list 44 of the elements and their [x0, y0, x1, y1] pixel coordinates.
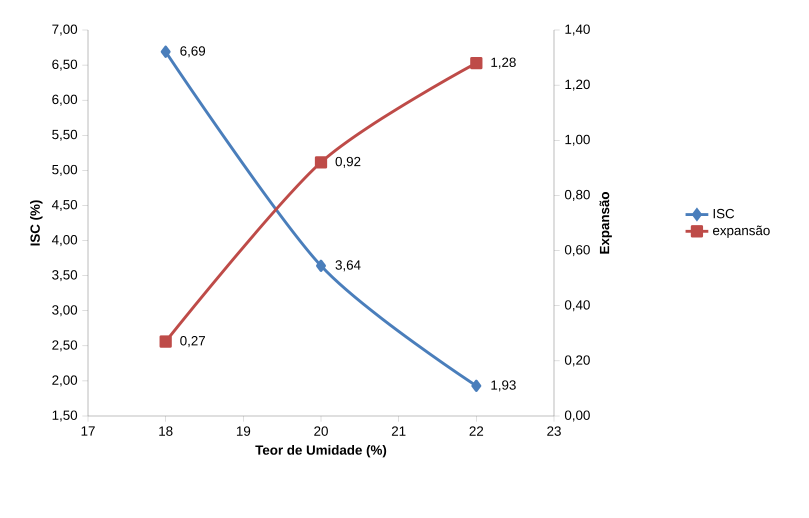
- y2-tick-label: 0,20: [564, 355, 590, 366]
- x-tick-label: 20: [314, 426, 328, 436]
- y2-axis-title: Expansão: [600, 192, 612, 254]
- legend-label: ISC: [714, 208, 734, 218]
- point: [316, 260, 326, 272]
- y2-tick-label: 1,20: [565, 80, 590, 91]
- x-tick-label: 18: [159, 426, 173, 436]
- y-tick-label: 4,00: [52, 235, 78, 246]
- data-label: 1,28: [491, 58, 516, 69]
- x-tick-label: 23: [547, 426, 561, 436]
- point: [314, 156, 328, 168]
- y-tick-label: 6,00: [52, 94, 78, 106]
- data-label: 0,27: [180, 336, 206, 348]
- data-label: 3,64: [336, 260, 361, 272]
- point: [160, 46, 171, 58]
- legend-label: expansão: [713, 226, 770, 238]
- y-axis-title: ISC (%): [30, 200, 42, 246]
- x-tick-label: 21: [392, 426, 406, 436]
- y-tick-label: 7,00: [52, 24, 78, 36]
- y-tick-label: 2,00: [52, 375, 78, 386]
- x-tick-label: 22: [470, 426, 484, 436]
- y-tick-label: 2,50: [52, 340, 78, 352]
- x-tick-label: 17: [82, 426, 95, 436]
- data-label: 0,92: [336, 156, 360, 168]
- y-tick-label: 3,50: [52, 270, 78, 282]
- point: [470, 56, 482, 70]
- y-tick-label: 5,50: [52, 130, 78, 141]
- y-tick-label: 6,50: [52, 60, 78, 71]
- y2-tick-label: 1,00: [565, 134, 590, 146]
- point: [160, 335, 172, 348]
- x-axis-title: Teor de Umidade (%): [255, 444, 386, 458]
- data-label: 6,69: [180, 46, 206, 58]
- y2-tick-label: 0,00: [564, 410, 590, 422]
- x-tick-label: 19: [236, 426, 250, 436]
- y-tick-label: 1,50: [52, 410, 78, 422]
- data-label: 1,93: [491, 380, 516, 392]
- y-tick-label: 5,00: [52, 164, 78, 176]
- y-tick-label: 3,00: [52, 305, 78, 316]
- y-tick-label: 4,50: [52, 200, 78, 211]
- point: [471, 380, 482, 392]
- y2-tick-label: 1,40: [565, 24, 590, 36]
- y2-tick-label: 0,40: [564, 300, 590, 312]
- y2-tick-label: 0,60: [564, 245, 590, 256]
- y2-tick-label: 0,80: [564, 190, 590, 201]
